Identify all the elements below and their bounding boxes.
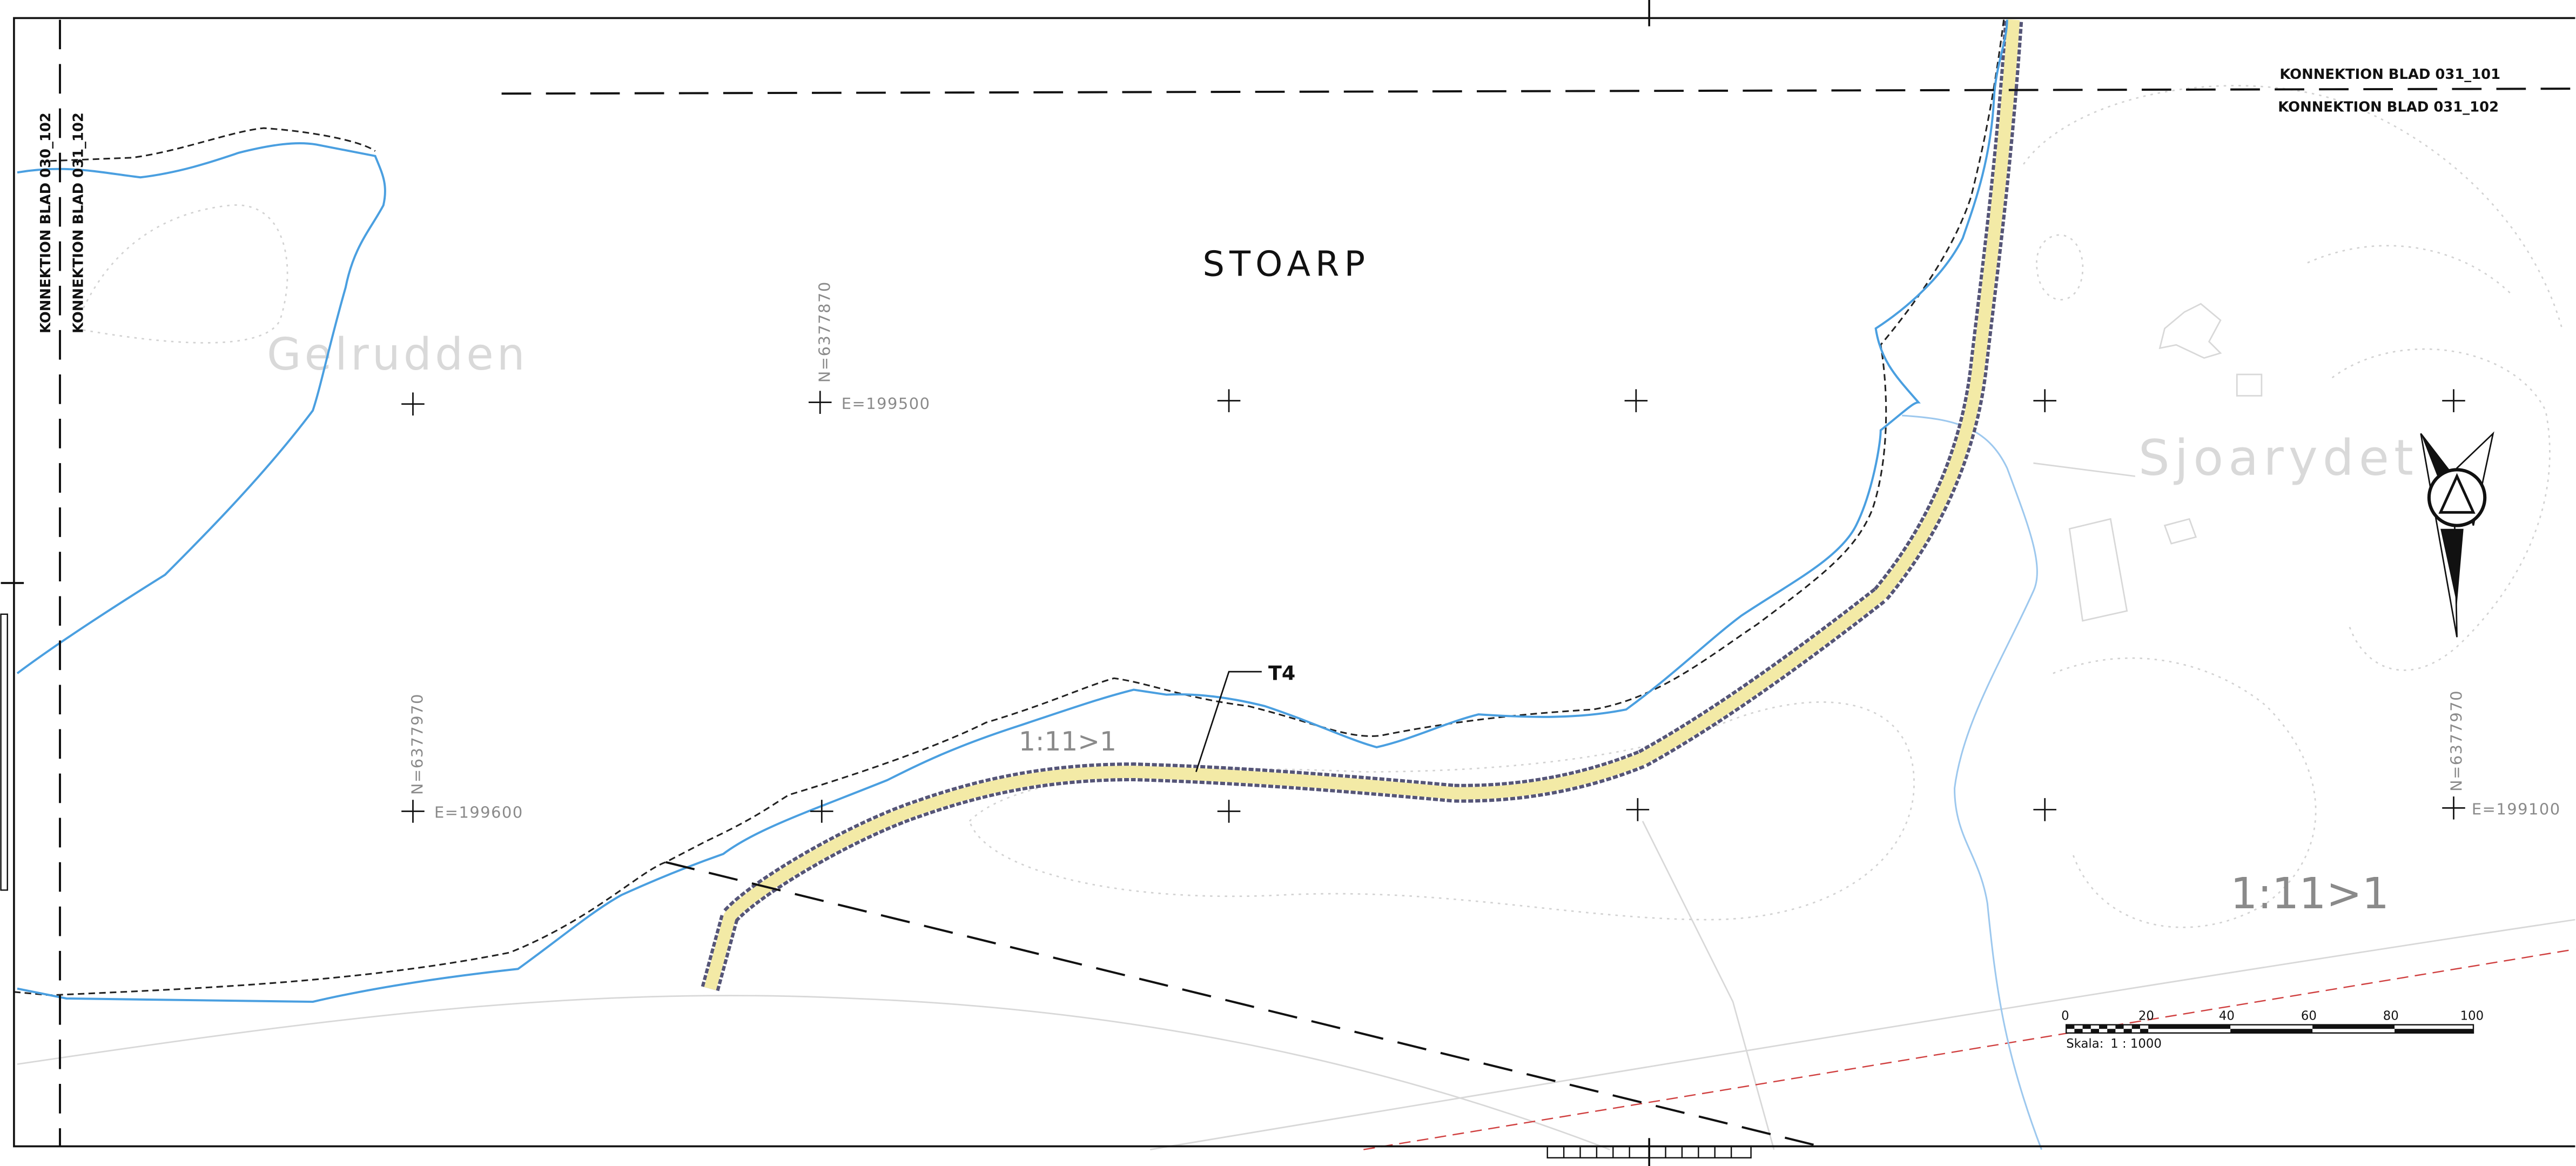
faint-building-3 — [2068, 518, 2128, 622]
grid-cross-icon — [810, 800, 833, 823]
grid-cross-icon — [1217, 389, 1241, 412]
grid-cross-icon — [2033, 798, 2056, 821]
place-name-gelrudden: Gelrudden — [267, 329, 528, 380]
grid-cross-icon — [1626, 798, 1650, 821]
sheet-connection-label: KONNEKTION BLAD 031_102 — [71, 112, 87, 333]
scale-tick: 0 — [2061, 1009, 2069, 1023]
north-arrow-icon — [2420, 431, 2494, 638]
faint-road-left — [17, 995, 1610, 1150]
faint-track — [1642, 821, 1775, 1150]
scale-tick: 80 — [2383, 1009, 2399, 1023]
sheet-connection-right: KONNEKTION BLAD 031_101 KONNEKTION BLAD … — [2278, 66, 2500, 116]
scale-value: 1 : 1000 — [2110, 1037, 2162, 1051]
road-label: T4 — [1268, 661, 1295, 685]
scale-tick: 20 — [2138, 1009, 2154, 1023]
grid-label-n: N=6377870 — [815, 281, 833, 383]
place-name-sjoarydet: Sjoarydet — [2138, 428, 2418, 486]
grid-label-e: E=199500 — [842, 394, 931, 413]
stream-main — [16, 19, 2008, 1003]
grid-label-n: N=6377970 — [2447, 690, 2466, 792]
grid-cross-icon — [2442, 389, 2465, 412]
road-label-leader — [1195, 671, 1262, 772]
boundary-lines — [59, 19, 2575, 1148]
stream-secondary — [1902, 414, 2043, 1150]
scale-bar: 0 20 40 60 80 100 Skala: 1 : 1000 — [2061, 1009, 2484, 1051]
grid-cross-icon — [2033, 389, 2056, 412]
road-t4 — [701, 19, 2023, 991]
bank-top-line-north — [50, 127, 376, 162]
grid-cross-icon — [2442, 796, 2465, 820]
contour-lines — [73, 85, 2563, 928]
faint-building-2 — [2236, 373, 2263, 397]
faint-path — [2033, 462, 2136, 477]
sheet-connection-label: KONNEKTION BLAD 030_102 — [38, 112, 54, 333]
sheet-connection-label: KONNEKTION BLAD 031_102 — [2278, 99, 2499, 116]
grid-label-n: N=6377970 — [408, 693, 427, 795]
grid-cross-icon — [401, 392, 425, 416]
scale-tick: 100 — [2460, 1009, 2484, 1023]
grid-cross-icon — [401, 800, 425, 823]
sheet-connection-label: KONNEKTION BLAD 031_101 — [2279, 66, 2500, 83]
faint-building-1 — [2158, 303, 2222, 359]
slope-label: 1:11>1 — [1019, 727, 1117, 757]
faint-building-4 — [2163, 518, 2197, 545]
scale-tick: 60 — [2301, 1009, 2317, 1023]
slope-label: 1:11>1 — [2230, 869, 2389, 919]
grid-cross-icon — [1624, 389, 1648, 412]
scale-label: Skala: — [2066, 1037, 2103, 1051]
sheet-connection-left: KONNEKTION BLAD 030_102 KONNEKTION BLAD … — [38, 112, 87, 333]
grid-crosses — [401, 389, 2465, 823]
property-line — [1363, 948, 2575, 1150]
place-name-stoarp: STOARP — [1202, 245, 1370, 285]
grid-labels: N=6377870 E=199500 N=6377970 E=199600 N=… — [408, 281, 2561, 822]
grid-label-e: E=199600 — [434, 803, 523, 822]
grid-cross-icon — [808, 391, 832, 414]
background-detail — [17, 303, 2575, 1150]
faint-road-right — [1149, 919, 2575, 1150]
grid-label-e: E=199100 — [2472, 800, 2561, 819]
grid-cross-icon — [1217, 800, 1241, 823]
bank-top-line — [14, 19, 2005, 996]
scale-tick: 40 — [2219, 1009, 2235, 1023]
